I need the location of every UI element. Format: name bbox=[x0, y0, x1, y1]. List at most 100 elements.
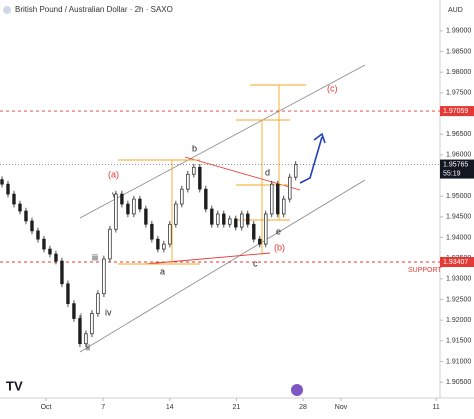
candle-body bbox=[24, 210, 28, 222]
candle-body bbox=[78, 318, 82, 345]
y-tick-label: 1.95000 bbox=[446, 193, 471, 200]
annotation: d bbox=[265, 167, 270, 177]
candle-body bbox=[114, 193, 118, 230]
candle-body bbox=[168, 223, 172, 245]
level-label-box bbox=[440, 256, 474, 267]
x-tick-label: 28 bbox=[299, 404, 307, 411]
candle-body bbox=[66, 283, 70, 304]
candle-body bbox=[264, 213, 268, 245]
candle-body bbox=[102, 258, 106, 295]
currency-label: AUD bbox=[448, 7, 463, 14]
candle-body bbox=[198, 166, 202, 190]
candle-body bbox=[186, 173, 190, 190]
y-tick-label: 1.98500 bbox=[446, 48, 471, 55]
candle-body bbox=[18, 203, 22, 212]
candle-body bbox=[204, 188, 208, 210]
annotation: i bbox=[80, 311, 82, 321]
channel-upper bbox=[79, 64, 366, 219]
candle-body bbox=[294, 163, 298, 178]
candle-body bbox=[282, 198, 286, 215]
candle-body bbox=[126, 203, 130, 215]
candle-body bbox=[222, 213, 226, 225]
candle-body bbox=[162, 243, 166, 250]
candle-body bbox=[120, 193, 124, 205]
x-tick-label: 14 bbox=[166, 404, 174, 411]
candle-body bbox=[150, 223, 154, 240]
x-tick-label: 21 bbox=[232, 404, 240, 411]
y-tick-label: 1.97500 bbox=[446, 90, 471, 97]
candle-body bbox=[258, 238, 262, 245]
annotation: ii bbox=[86, 342, 90, 352]
candle-body bbox=[144, 208, 148, 225]
trendline-a-c bbox=[144, 252, 271, 265]
x-tick-label: 11 bbox=[433, 404, 440, 411]
level-label: 1.93407 bbox=[443, 259, 468, 266]
level-label: 1.97059 bbox=[443, 108, 468, 115]
level-label-box bbox=[440, 106, 474, 117]
chart-title: British Pound / Australian Dollar · 2h ·… bbox=[15, 5, 173, 14]
candle-body bbox=[96, 293, 100, 314]
candle-body bbox=[174, 203, 178, 225]
channel-lower bbox=[79, 179, 366, 353]
trendline-b-e bbox=[184, 156, 301, 191]
y-tick-label: 1.96500 bbox=[446, 131, 471, 138]
annotation: iv bbox=[105, 307, 112, 317]
support-label: SUPPORT bbox=[408, 267, 442, 274]
candle-body bbox=[54, 253, 58, 262]
candle-body bbox=[180, 188, 184, 205]
annotation: c bbox=[253, 258, 258, 268]
candle-body bbox=[276, 183, 280, 215]
y-tick-label: 1.93000 bbox=[446, 276, 471, 283]
last-price-box bbox=[440, 159, 474, 179]
candle-body bbox=[138, 198, 142, 210]
forecast-arrow bbox=[299, 132, 326, 184]
candle-body bbox=[0, 179, 4, 185]
symbol-icon bbox=[3, 6, 11, 14]
candle-body bbox=[84, 333, 88, 345]
x-tick-label: Nov bbox=[335, 404, 348, 411]
y-tick-label: 1.92000 bbox=[446, 317, 471, 324]
annotation: b bbox=[192, 143, 197, 153]
candle-body bbox=[288, 176, 292, 200]
candle-body bbox=[228, 218, 232, 225]
candle-body bbox=[270, 183, 274, 215]
annotation: e bbox=[276, 226, 281, 236]
event-icon[interactable] bbox=[291, 384, 303, 396]
annotation: a bbox=[160, 266, 165, 276]
candle-body bbox=[42, 238, 46, 250]
y-tick-label: 1.99000 bbox=[446, 28, 471, 35]
candle-body bbox=[72, 303, 76, 319]
candle-body bbox=[132, 198, 136, 215]
y-tick-label: 1.94000 bbox=[446, 234, 471, 241]
y-tick-label: 1.90500 bbox=[446, 379, 471, 386]
y-tick-label: 1.96000 bbox=[446, 152, 471, 159]
annotation: iii bbox=[92, 252, 98, 262]
y-tick-label: 1.98000 bbox=[446, 69, 471, 76]
x-tick-label: 7 bbox=[101, 404, 105, 411]
candle-body bbox=[210, 208, 214, 225]
annotation: (a) bbox=[108, 169, 119, 179]
candle-body bbox=[240, 213, 244, 228]
last-price-label: 1.95765 bbox=[443, 161, 468, 168]
candle-body bbox=[252, 223, 256, 240]
candle-body bbox=[246, 213, 250, 225]
y-tick-label: 1.94500 bbox=[446, 214, 471, 221]
y-tick-label: 1.91000 bbox=[446, 358, 471, 365]
candle-body bbox=[192, 166, 196, 175]
annotation: (b) bbox=[274, 242, 285, 252]
candle-body bbox=[216, 213, 220, 225]
tv-logo: TV bbox=[6, 378, 23, 393]
candle-body bbox=[36, 230, 40, 240]
y-tick-label: 1.92500 bbox=[446, 296, 471, 303]
candle-body bbox=[6, 183, 10, 195]
x-tick-label: Oct bbox=[41, 404, 52, 411]
candle-body bbox=[12, 193, 16, 205]
countdown-label: 55:19 bbox=[443, 170, 461, 177]
candle-body bbox=[90, 313, 94, 335]
candle-body bbox=[108, 228, 112, 260]
candle-body bbox=[234, 218, 238, 228]
y-tick-label: 1.91500 bbox=[446, 338, 471, 345]
candle-body bbox=[48, 248, 52, 255]
